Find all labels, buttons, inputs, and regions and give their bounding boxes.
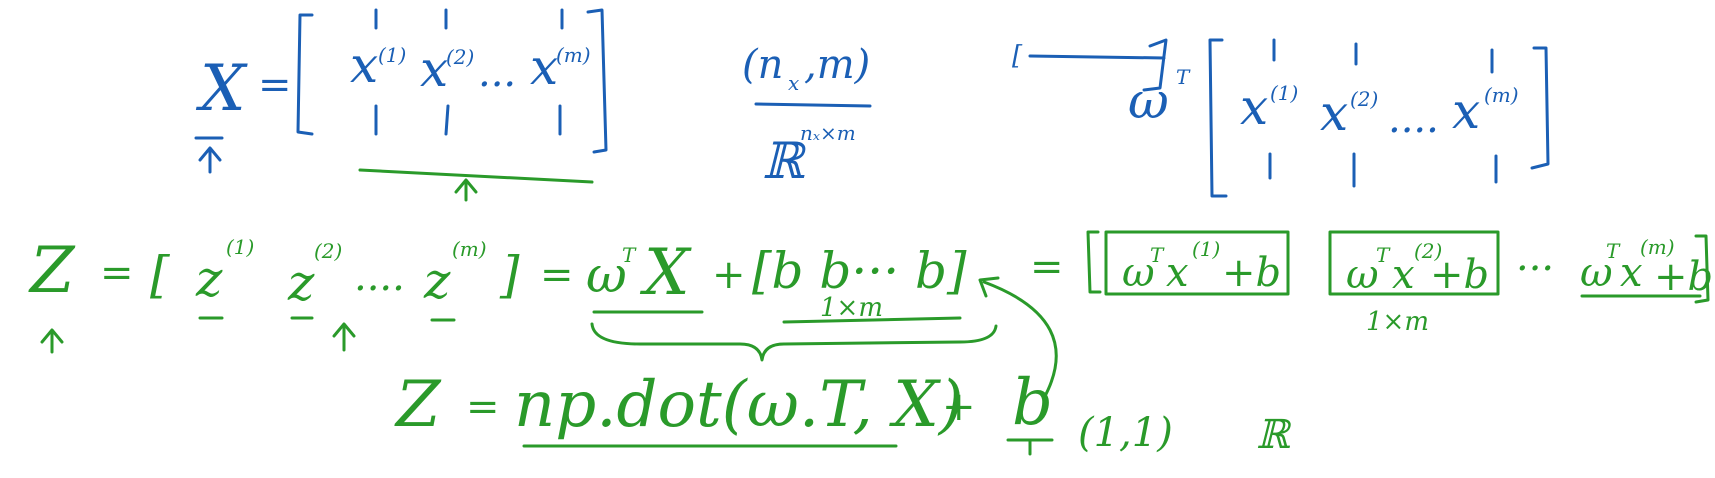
result-box-1 — [1104, 230, 1290, 296]
x-col2-bottom-bar — [444, 104, 450, 136]
z-eq-sign: = — [100, 250, 134, 296]
x-col1: x — [350, 36, 378, 94]
result-left-bracket — [1086, 230, 1102, 294]
e3-x: x — [1620, 250, 1643, 296]
b-vector-underline — [782, 316, 962, 324]
result-right-bracket — [1694, 234, 1710, 304]
x-col2: x — [420, 40, 448, 98]
wt-matrix: [ ω T x (1) x (2) .... x (m) — [1012, 38, 1550, 198]
code-b-mark — [1006, 438, 1054, 456]
z1-sup: (1) — [226, 235, 254, 259]
x-colm-sup: (m) — [556, 43, 591, 67]
e3-sup: (m) — [1640, 235, 1675, 259]
z2-sup: (2) — [314, 239, 342, 263]
code-b: b — [1012, 366, 1053, 440]
x-shape-annotation: (n x ,m) ℝ nₓ×m — [742, 42, 872, 190]
x-matrix-definition: X = x (1) x (2) ... x (m) — [194, 8, 608, 202]
z-equation: Z = [ z (1) z (2) .... z (m) ] = ω T X +… — [28, 230, 1713, 400]
z-eq-sign-2: = — [540, 252, 574, 298]
e2-sup: (2) — [1414, 239, 1442, 263]
x-left-bracket — [296, 13, 314, 136]
plus-sign: + — [712, 252, 746, 298]
eq-sign-3: = — [1030, 244, 1064, 290]
wt-col1: x — [1240, 78, 1268, 136]
w-transpose: T — [1176, 65, 1191, 89]
e1-b: +b — [1222, 250, 1281, 296]
shape-dims: (n — [742, 42, 783, 88]
x-col2-sup: (2) — [446, 45, 474, 69]
code-plus: + — [942, 384, 976, 430]
zm: z — [423, 252, 451, 310]
code-z: Z — [394, 368, 442, 442]
wt-colm-sup: (m) — [1484, 83, 1519, 107]
e2-t: T — [1376, 243, 1391, 267]
e1-sup: (1) — [1192, 237, 1220, 261]
z1: z — [195, 250, 223, 308]
b-vector-dim: 1×m — [820, 293, 883, 323]
wt-right-bracket — [1530, 46, 1550, 170]
wt-w: ω — [586, 246, 627, 304]
x-matrix-underline — [358, 168, 594, 184]
shape-divider — [754, 102, 872, 108]
z-symbol: Z — [28, 234, 76, 308]
x-matrix-arrow — [454, 178, 478, 202]
row-vector-sketch — [1028, 38, 1168, 92]
code-shape: (1,1) — [1078, 410, 1173, 456]
x-up-arrow — [198, 146, 222, 174]
z-right-bracket: ] — [499, 246, 520, 304]
code-real: ℝ — [1256, 412, 1292, 458]
code-expression: np.dot(ω.T, X) — [514, 368, 964, 442]
wt-left-bracket — [1208, 38, 1228, 198]
x-col1-sup: (1) — [378, 43, 406, 67]
e2-b: +b — [1430, 252, 1489, 298]
numpy-code-line: Z = np.dot(ω.T, X) + b (1,1) ℝ — [394, 366, 1292, 458]
e1-t: T — [1150, 243, 1165, 267]
e1-w: ω — [1122, 250, 1155, 296]
x-colm: x — [530, 38, 558, 96]
shape-dims-end: ,m) — [804, 42, 870, 88]
wt-col2: x — [1320, 84, 1348, 142]
shape-real: ℝ — [762, 132, 807, 190]
z2: z — [287, 254, 315, 312]
broadcast-arrow — [978, 276, 1058, 400]
x-dots: ... — [478, 50, 516, 96]
b-vector: [b b··· b] — [752, 242, 967, 300]
result-dim: 1×m — [1366, 307, 1429, 337]
equals-sign: = — [258, 62, 292, 108]
code-eq: = — [466, 384, 500, 430]
z-left-bracket: [ — [150, 246, 170, 304]
e2-x: x — [1392, 252, 1415, 298]
z-up-arrow — [40, 328, 64, 354]
sum-brace — [590, 322, 998, 362]
result-box-2 — [1328, 230, 1500, 296]
e3-t: T — [1606, 239, 1621, 263]
e3-b: +b — [1654, 254, 1713, 300]
wt-left-bracket-small: [ — [1012, 41, 1023, 71]
shape-dims-sub: x — [788, 71, 799, 95]
e1-x: x — [1166, 250, 1189, 296]
e2-w: ω — [1346, 252, 1379, 298]
z2-up-arrow — [332, 322, 356, 352]
zm-sup: (m) — [452, 237, 487, 261]
x-symbol: X — [195, 52, 248, 126]
e3-w: ω — [1580, 250, 1613, 296]
z-dots: .... — [354, 254, 405, 300]
wt-x: X — [639, 236, 692, 310]
wt-col1-sup: (1) — [1270, 81, 1298, 105]
x-right-bracket — [586, 8, 608, 154]
wt-t: T — [622, 243, 637, 267]
result-dots: ··· — [1516, 246, 1554, 292]
wt-dots: .... — [1388, 96, 1439, 142]
wt-col2-sup: (2) — [1350, 87, 1378, 111]
w-symbol: ω — [1128, 72, 1169, 130]
wt-colm: x — [1452, 82, 1480, 140]
shape-real-sup: nₓ×m — [800, 121, 856, 145]
